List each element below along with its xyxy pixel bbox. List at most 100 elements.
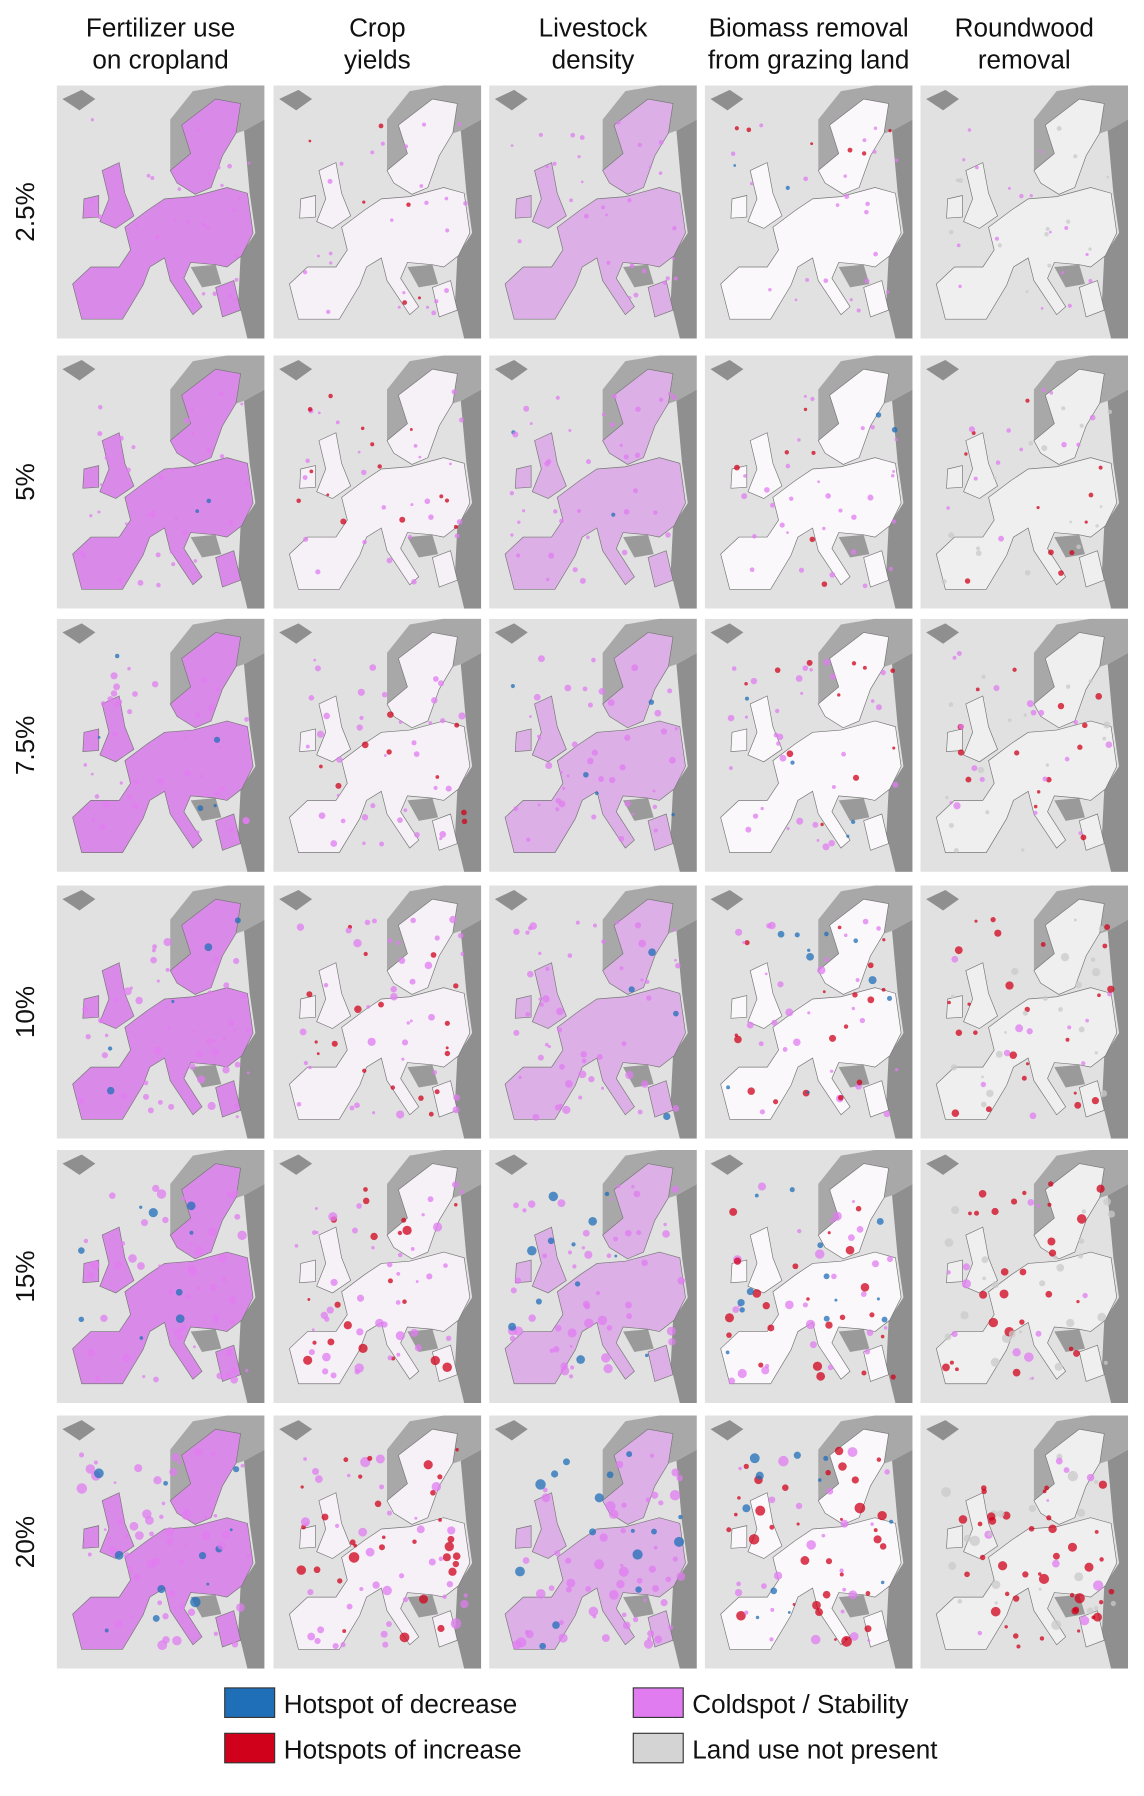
map-patch	[402, 300, 407, 305]
map-patch	[370, 150, 374, 154]
map-patch	[150, 176, 154, 180]
map-patch	[414, 751, 420, 757]
map-patch	[640, 978, 643, 981]
map-patch	[511, 144, 514, 147]
map-patch	[197, 1286, 201, 1290]
map-patch	[397, 941, 401, 945]
map-patch	[796, 818, 803, 825]
map-patch	[208, 990, 212, 994]
map-patch	[836, 203, 840, 207]
map-patch	[182, 1511, 191, 1520]
map-patch	[776, 741, 781, 746]
map-patch	[378, 1002, 384, 1008]
map-patch	[877, 1457, 881, 1461]
map-patch	[848, 1234, 855, 1241]
map-patch	[612, 394, 617, 399]
map-patch	[319, 765, 323, 769]
map-patch	[602, 1634, 610, 1642]
map-patch	[356, 1203, 362, 1209]
map-patch	[778, 931, 785, 938]
map-patch	[560, 771, 563, 774]
map-patch	[589, 1528, 596, 1535]
map-patch	[874, 1535, 882, 1543]
map-patch	[173, 1606, 176, 1609]
map-patch	[454, 723, 459, 728]
map-patch	[426, 306, 429, 309]
map-patch	[1066, 1038, 1070, 1042]
map-patch	[825, 493, 831, 499]
map-patch	[390, 986, 396, 992]
map-patch	[850, 298, 853, 301]
map-patch	[734, 1036, 742, 1044]
map-patch	[233, 1029, 236, 1032]
map-patch	[755, 1506, 765, 1516]
map-patch	[406, 202, 410, 206]
map-patch	[449, 462, 452, 465]
map-patch	[105, 1034, 109, 1038]
map-patch	[788, 1611, 791, 1614]
map-patch	[1048, 1181, 1053, 1186]
header-line: yields	[344, 44, 411, 74]
map-patch	[220, 184, 223, 187]
map-patch	[1005, 981, 1013, 989]
map-patch	[619, 1567, 629, 1577]
legend-label: Hotspot of decrease	[284, 1689, 518, 1719]
map-patch	[823, 278, 828, 283]
map-patch	[649, 699, 654, 704]
map-patch	[207, 173, 210, 176]
map-patch	[880, 1543, 887, 1550]
map-patch	[453, 983, 458, 988]
map-patch	[661, 1599, 668, 1606]
map-patch	[194, 559, 198, 563]
map-patch	[410, 918, 416, 924]
map-patch	[366, 1548, 375, 1557]
map-patch	[349, 1552, 360, 1563]
map-patch	[162, 1502, 166, 1506]
map-patch	[1009, 1331, 1016, 1338]
map-patch	[391, 1085, 395, 1089]
map-patch	[127, 1566, 132, 1571]
map-patch	[828, 1231, 831, 1234]
map-patch	[564, 685, 571, 692]
map-patch	[599, 688, 606, 695]
map-patch	[665, 1576, 671, 1582]
map-patch	[548, 553, 554, 559]
map-patch	[884, 1111, 891, 1118]
map-patch	[890, 668, 895, 673]
map-patch	[332, 1041, 338, 1047]
column-header: Livestockdensity	[539, 13, 649, 75]
map-patch	[620, 444, 623, 447]
map-patch	[513, 806, 518, 811]
map-patch	[1066, 1319, 1074, 1327]
map-patch	[632, 1549, 642, 1559]
map-patch	[204, 1515, 207, 1518]
map-patch	[738, 1369, 747, 1378]
map-patch	[232, 208, 236, 212]
map-patch	[549, 1192, 559, 1202]
map-patch	[388, 1355, 393, 1360]
map-patch	[732, 666, 737, 671]
map-patch	[112, 732, 117, 737]
map-patch	[810, 1341, 817, 1348]
map-patch	[956, 1030, 962, 1036]
map-patch	[223, 982, 229, 988]
map-patch	[592, 750, 598, 756]
map-patch	[396, 1272, 400, 1276]
map-patch	[570, 133, 575, 138]
map-patch	[528, 1200, 536, 1208]
map-patch	[414, 832, 420, 838]
map-patch	[443, 1553, 451, 1561]
map-patch	[162, 1613, 168, 1619]
map-patch	[976, 546, 980, 550]
map-patch	[608, 699, 615, 706]
map-patch	[668, 1625, 673, 1630]
map-patch	[220, 454, 225, 459]
map-patch	[1041, 445, 1047, 451]
map-patch	[852, 1007, 855, 1010]
map-patch	[422, 1213, 425, 1216]
map-patch	[510, 1336, 516, 1342]
map-patch	[726, 1085, 730, 1089]
map-patch	[949, 823, 954, 828]
map-patch	[570, 1365, 574, 1369]
map-patch	[510, 533, 513, 536]
